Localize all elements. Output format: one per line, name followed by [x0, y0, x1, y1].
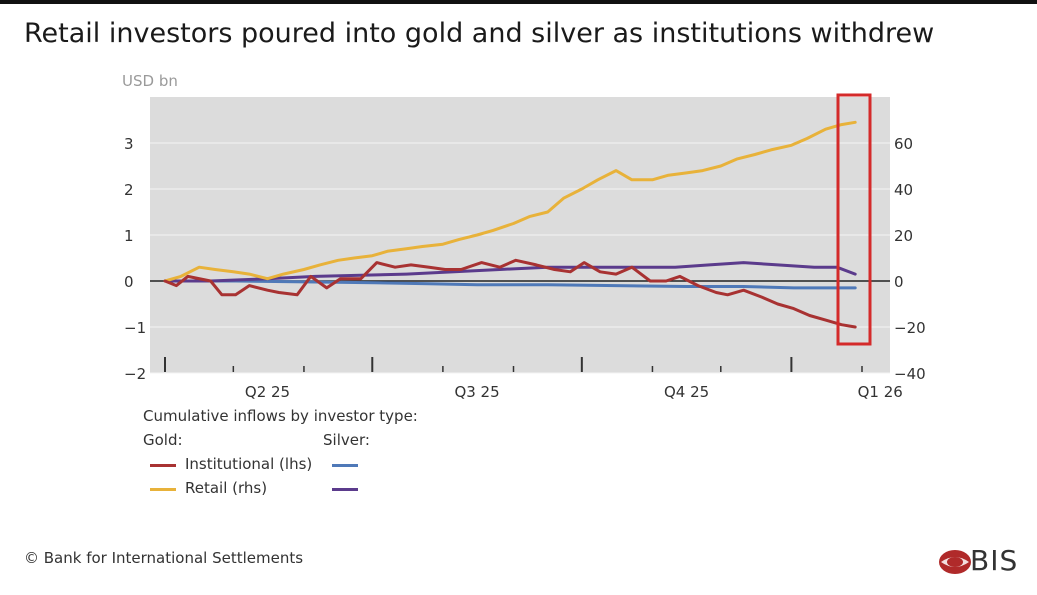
y-right-tick-label: 0 [894, 273, 904, 291]
legend-retail-label: Retail (rhs) [185, 479, 268, 497]
copyright-footer: © Bank for International Settlements [24, 549, 304, 567]
line-chart: USD bn 3 2 1 0 −1 −2 60 40 20 0 −20 −40 Q2 25 Q3 25 Q4 … [122, 72, 926, 401]
legend-swatch-gold-institutional [150, 464, 176, 467]
legend-swatch-gold-retail [150, 488, 176, 491]
bis-logo-text: BIS [970, 544, 1019, 577]
x-tick-label: Q3 25 [454, 383, 499, 401]
unit-label: USD bn [122, 72, 178, 90]
y-left-tick-label: 1 [124, 227, 134, 245]
legend-swatch-silver-retail [332, 488, 358, 491]
series-line-gold-institutional [163, 258, 857, 329]
y-right-tick-label: 40 [894, 181, 913, 199]
y-right-tick-label: −40 [894, 365, 926, 383]
legend-heading: Cumulative inflows by investor type: [143, 407, 418, 425]
y-left-tick-label: −1 [124, 319, 146, 337]
series-line-gold-retail [163, 120, 857, 283]
top-rule [0, 0, 1037, 4]
legend-gold-label: Gold: [143, 431, 183, 449]
y-left-tick-label: 3 [124, 135, 134, 153]
x-tick-label: Q4 25 [664, 383, 709, 401]
y-right-tick-label: 60 [894, 135, 913, 153]
y-left-tick-label: 0 [124, 273, 134, 291]
y-left-tick-label: 2 [124, 181, 134, 199]
chart-title: Retail investors poured into gold and si… [24, 18, 935, 49]
bis-logo-icon [939, 550, 971, 574]
series-line-silver-retail [163, 261, 857, 283]
legend-institutional-label: Institutional (lhs) [185, 455, 313, 473]
x-tick-label: Q1 26 [858, 383, 903, 401]
highlight-box [836, 93, 872, 346]
legend-silver-label: Silver: [323, 431, 370, 449]
x-tick-label: Q2 25 [245, 383, 290, 401]
y-right-tick-label: −20 [894, 319, 926, 337]
y-left-tick-label: −2 [124, 365, 146, 383]
legend-swatch-silver-institutional [332, 464, 358, 467]
bis-logo: BIS [938, 544, 1028, 578]
y-right-tick-label: 20 [894, 227, 913, 245]
series-line-silver-institutional [163, 279, 857, 290]
